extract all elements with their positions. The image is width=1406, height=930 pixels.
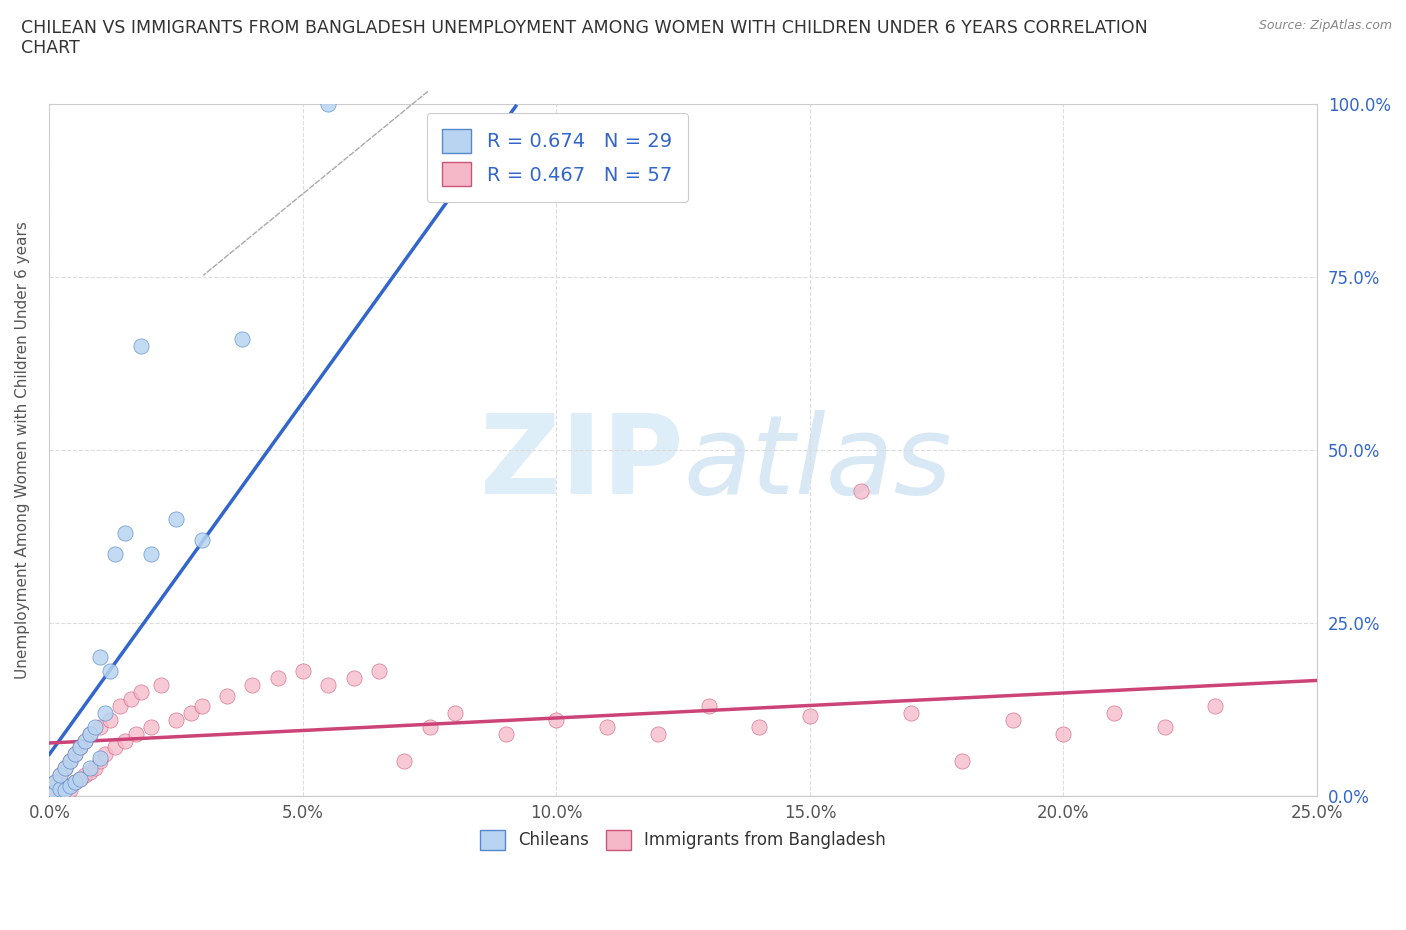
Point [94,706,117,721]
Point [98,664,121,679]
Point [53,778,76,793]
Point [69,740,91,755]
Point [89,719,111,734]
Point [110,698,132,713]
Point [849,484,872,498]
Point [900,706,922,721]
Point [165,712,187,727]
Point [190,698,212,713]
Point [647,124,669,139]
Point [394,754,416,769]
Point [124,726,146,741]
Point [266,671,288,685]
Point [53,761,76,776]
Point [316,97,339,112]
Point [139,546,162,561]
Y-axis label: Unemployment Among Women with Children Under 6 years: Unemployment Among Women with Children U… [15,221,30,679]
Point [1001,712,1024,727]
Point [1205,698,1227,713]
Point [1102,706,1125,721]
Text: atlas: atlas [683,410,952,517]
Point [69,740,91,755]
Point [1052,726,1074,741]
Point [748,719,770,734]
Point [114,525,136,540]
Point [495,726,517,741]
Point [48,781,70,796]
Point [114,733,136,748]
Point [73,768,96,783]
Point [84,761,107,776]
Point [53,761,76,776]
Point [799,709,821,724]
Point [73,733,96,748]
Point [950,754,973,769]
Text: ZIP: ZIP [479,410,683,517]
Point [104,546,127,561]
Point [165,512,187,526]
Point [89,650,111,665]
Point [89,754,111,769]
Point [79,764,101,779]
Point [231,332,253,347]
Point [69,771,91,786]
Point [94,747,117,762]
Point [84,719,107,734]
Point [59,778,82,793]
Point [79,726,101,741]
Point [120,692,142,707]
Point [79,726,101,741]
Point [291,664,314,679]
Point [104,740,127,755]
Point [59,754,82,769]
Point [63,775,86,790]
Text: Source: ZipAtlas.com: Source: ZipAtlas.com [1258,19,1392,32]
Point [44,775,66,790]
Point [44,785,66,800]
Point [48,768,70,783]
Point [316,678,339,693]
Point [149,678,172,693]
Legend: Chileans, Immigrants from Bangladesh: Chileans, Immigrants from Bangladesh [474,823,893,857]
Point [63,747,86,762]
Point [444,706,467,721]
Point [48,781,70,796]
Point [1153,719,1175,734]
Point [129,684,152,699]
Point [240,678,263,693]
Point [190,532,212,547]
Point [59,783,82,798]
Point [48,768,70,783]
Text: CHILEAN VS IMMIGRANTS FROM BANGLADESH UNEMPLOYMENT AMONG WOMEN WITH CHILDREN UND: CHILEAN VS IMMIGRANTS FROM BANGLADESH UN… [21,19,1147,58]
Point [546,712,568,727]
Point [139,719,162,734]
Point [129,339,152,353]
Point [63,747,86,762]
Point [419,719,441,734]
Point [98,712,121,727]
Point [63,775,86,790]
Point [44,785,66,800]
Point [69,771,91,786]
Point [596,719,619,734]
Point [697,698,720,713]
Point [647,726,669,741]
Point [180,706,202,721]
Point [215,688,238,703]
Point [343,671,366,685]
Point [368,664,391,679]
Point [89,751,111,765]
Point [73,733,96,748]
Point [79,761,101,776]
Point [44,775,66,790]
Point [53,783,76,798]
Point [59,754,82,769]
